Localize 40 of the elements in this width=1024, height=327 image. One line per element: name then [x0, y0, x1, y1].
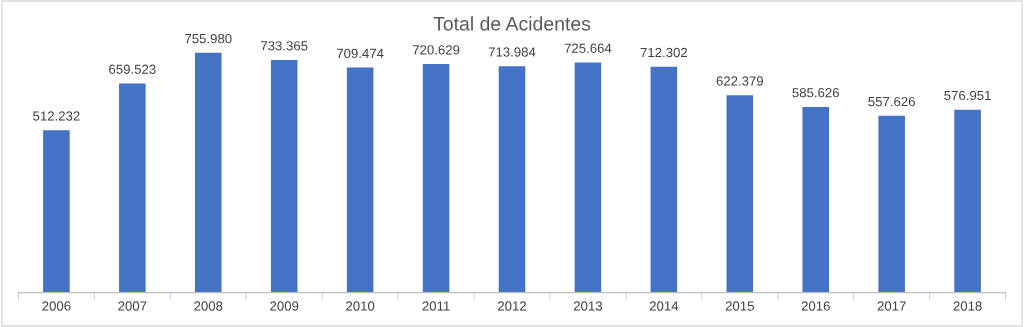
data-label: 622.379 [716, 76, 764, 86]
x-tick-label: 2012 [497, 301, 527, 311]
data-label: 720.629 [412, 45, 460, 55]
bar [422, 64, 450, 293]
bar [650, 66, 678, 293]
data-label: 733.365 [261, 41, 308, 51]
data-label: 725.664 [564, 43, 612, 53]
x-tick-label: 2007 [118, 301, 147, 311]
data-label: 557.626 [868, 96, 915, 107]
bar [43, 130, 70, 293]
x-tick-label: 2008 [194, 301, 223, 311]
data-label: 512.232 [33, 111, 80, 121]
x-tick-label: 2014 [649, 301, 679, 311]
x-tick-label: 2013 [573, 301, 603, 311]
chart-title: Total de Acidentes [433, 16, 591, 31]
x-tick-label: 2018 [953, 301, 982, 311]
data-label: 585.626 [792, 88, 839, 98]
x-tick-label: 2009 [270, 301, 299, 311]
bar [726, 95, 754, 293]
bar [498, 66, 526, 293]
bar [574, 62, 602, 293]
data-label: 712.302 [640, 47, 688, 58]
x-tick-label: 2010 [346, 301, 375, 311]
x-tick-label: 2006 [42, 301, 71, 311]
bar [270, 60, 298, 293]
x-tick-label: 2016 [801, 301, 830, 311]
data-label: 713.984 [488, 47, 536, 57]
bar [119, 83, 146, 293]
data-label: 709.474 [336, 48, 384, 59]
bar [194, 52, 222, 293]
x-tick-label: 2015 [725, 301, 754, 311]
data-label: 755.980 [185, 33, 232, 44]
data-label: 576.951 [944, 90, 991, 101]
data-label: 659.523 [109, 64, 156, 74]
x-tick-label: 2017 [877, 301, 906, 311]
bar [346, 67, 374, 293]
x-tick-label: 2011 [422, 301, 450, 311]
bar [954, 109, 981, 293]
bar [802, 106, 830, 293]
bar [878, 115, 905, 293]
